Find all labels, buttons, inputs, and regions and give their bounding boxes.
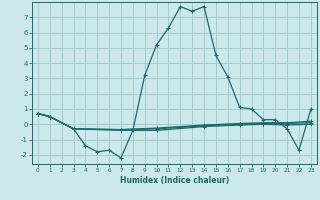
X-axis label: Humidex (Indice chaleur): Humidex (Indice chaleur): [120, 176, 229, 185]
